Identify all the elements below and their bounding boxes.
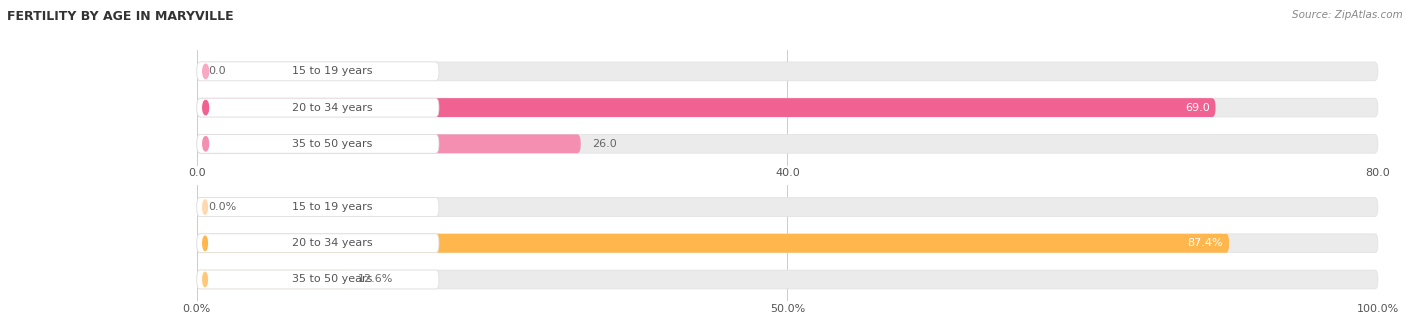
FancyBboxPatch shape bbox=[197, 234, 1229, 253]
Text: 20 to 34 years: 20 to 34 years bbox=[292, 238, 373, 248]
FancyBboxPatch shape bbox=[197, 198, 439, 216]
Text: 87.4%: 87.4% bbox=[1188, 238, 1223, 248]
FancyBboxPatch shape bbox=[197, 62, 1378, 81]
FancyBboxPatch shape bbox=[197, 134, 439, 153]
Text: Source: ZipAtlas.com: Source: ZipAtlas.com bbox=[1292, 10, 1403, 20]
Text: 20 to 34 years: 20 to 34 years bbox=[292, 103, 373, 113]
FancyBboxPatch shape bbox=[197, 234, 439, 253]
Circle shape bbox=[202, 64, 208, 78]
FancyBboxPatch shape bbox=[197, 134, 1378, 153]
Text: 35 to 50 years: 35 to 50 years bbox=[292, 139, 373, 149]
FancyBboxPatch shape bbox=[197, 270, 1378, 289]
Circle shape bbox=[202, 100, 208, 115]
Text: 69.0: 69.0 bbox=[1185, 103, 1209, 113]
FancyBboxPatch shape bbox=[197, 98, 1378, 117]
FancyBboxPatch shape bbox=[197, 234, 1378, 253]
FancyBboxPatch shape bbox=[197, 134, 581, 153]
FancyBboxPatch shape bbox=[197, 270, 346, 289]
Text: 35 to 50 years: 35 to 50 years bbox=[292, 274, 373, 284]
Circle shape bbox=[202, 272, 208, 287]
Text: 26.0: 26.0 bbox=[592, 139, 617, 149]
FancyBboxPatch shape bbox=[197, 62, 439, 81]
Circle shape bbox=[202, 137, 208, 151]
Text: 15 to 19 years: 15 to 19 years bbox=[292, 202, 373, 212]
Circle shape bbox=[202, 236, 208, 251]
FancyBboxPatch shape bbox=[197, 98, 1215, 117]
FancyBboxPatch shape bbox=[197, 98, 439, 117]
Text: 0.0%: 0.0% bbox=[208, 202, 236, 212]
Text: 0.0: 0.0 bbox=[208, 67, 226, 76]
Circle shape bbox=[202, 200, 208, 214]
Text: 12.6%: 12.6% bbox=[357, 274, 392, 284]
Text: 15 to 19 years: 15 to 19 years bbox=[292, 67, 373, 76]
FancyBboxPatch shape bbox=[197, 270, 439, 289]
FancyBboxPatch shape bbox=[197, 198, 1378, 216]
Text: FERTILITY BY AGE IN MARYVILLE: FERTILITY BY AGE IN MARYVILLE bbox=[7, 10, 233, 23]
